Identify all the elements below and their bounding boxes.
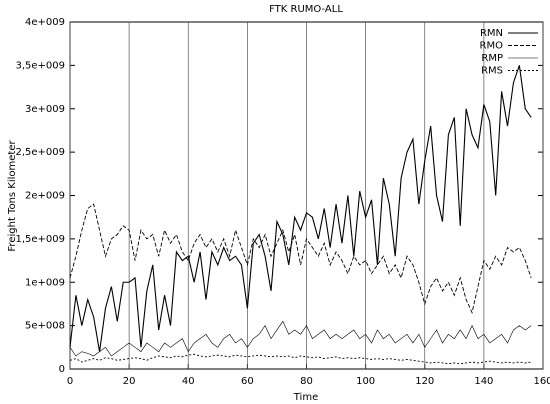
legend-label: RMO [480,41,504,52]
x-tick-label: 100 [356,376,375,387]
y-tick-label: 5e+008 [25,321,65,332]
y-axis-label: Freight Tons Kilometer [7,140,18,252]
y-tick-label: 4e+009 [25,17,65,28]
x-tick-label: 60 [241,376,254,387]
x-tick-label: 120 [415,376,434,387]
series-line [69,65,532,352]
x-tick-label: 80 [300,376,313,387]
x-tick-label: 40 [182,376,195,387]
y-tick-label: 1e+009 [25,277,65,288]
chart-title: FTK RUMO-ALL [269,4,343,15]
y-tick-label: 2e+009 [25,191,65,202]
y-tick-label: 3e+009 [25,104,65,115]
y-tick-label: 3,5e+009 [15,60,65,71]
y-tick-label: 1,5e+009 [15,234,65,245]
series-line [69,203,532,315]
legend-label: RMN [480,28,503,39]
x-tick-label: 140 [474,376,493,387]
y-tick-label: 0 [59,364,65,375]
legend-label: RMP [481,53,503,64]
x-tick-label: 0 [67,376,73,387]
series-line [69,320,532,357]
x-tick-label: 20 [123,376,136,387]
x-axis-label: Time [293,392,318,403]
series-line [69,353,532,365]
y-tick-label: 2,5e+009 [15,147,65,158]
legend-label: RMS [481,66,503,77]
x-tick-label: 160 [533,376,550,387]
